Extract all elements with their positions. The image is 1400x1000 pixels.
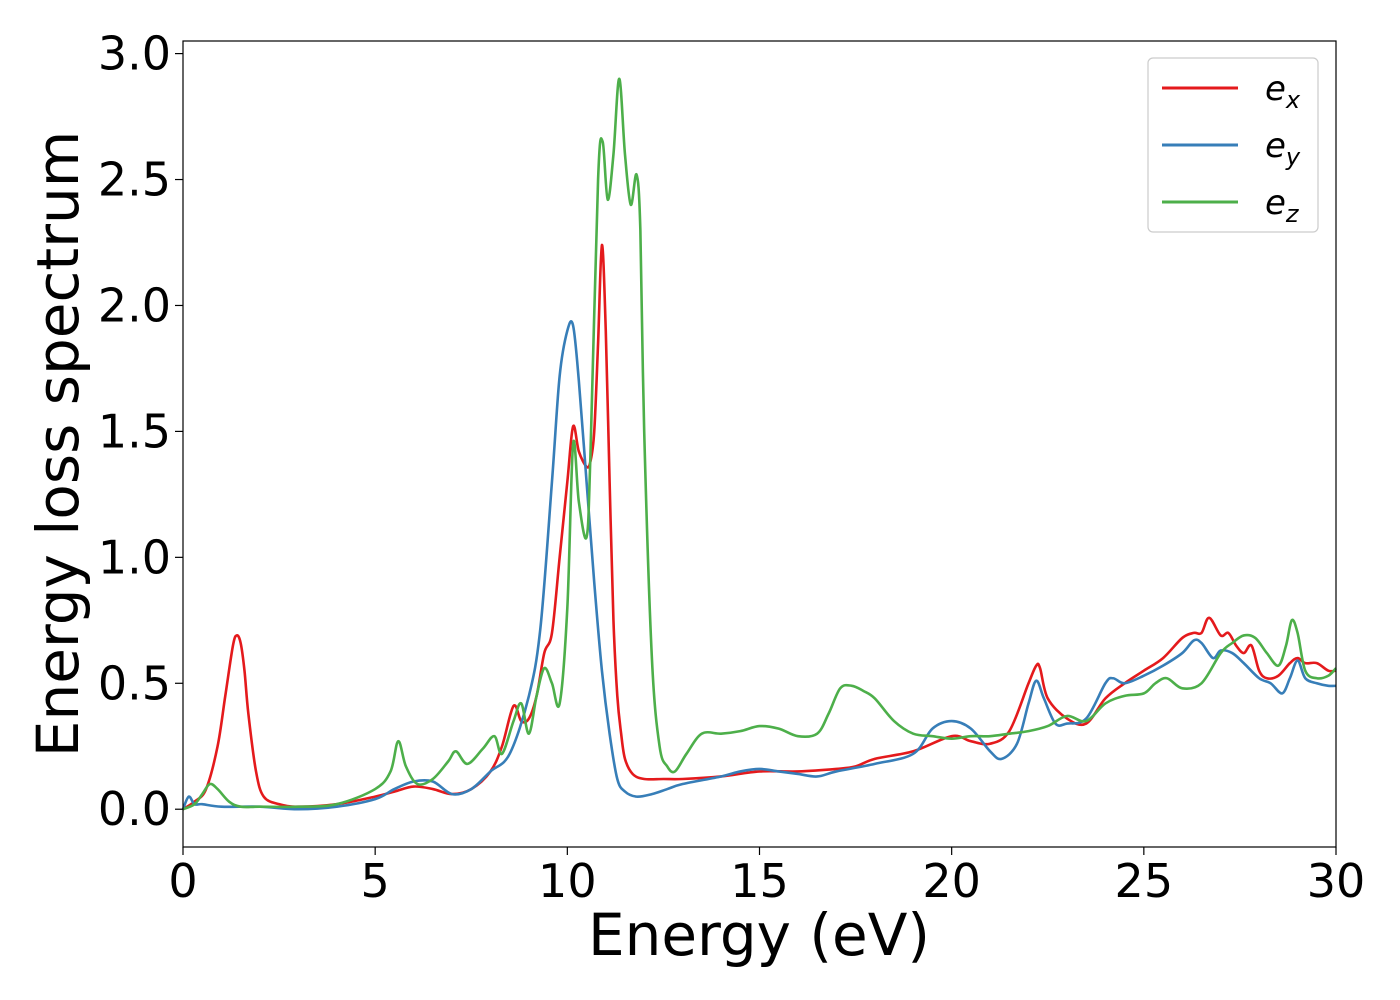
x-tick-label: 15	[730, 854, 789, 908]
y-tick-label: 2.5	[98, 153, 171, 207]
y-tick-label: 1.5	[98, 404, 171, 458]
series-line-x	[182, 243, 1337, 811]
series-line-y	[181, 320, 1337, 811]
x-tick-label: 5	[361, 854, 390, 908]
x-tick-label: 30	[1307, 854, 1366, 908]
series-layer	[181, 77, 1337, 811]
plot-area	[183, 41, 1336, 847]
x-tick-label: 10	[538, 854, 597, 908]
y-tick-label: 0.5	[98, 656, 171, 710]
x-tick-label: 0	[168, 854, 197, 908]
x-axis-ticks: 0 5 10 15 20 25 30	[168, 847, 1365, 908]
x-axis-label: Energy (eV)	[588, 901, 930, 969]
y-tick-label: 1.0	[98, 530, 171, 584]
series-line-z	[182, 77, 1337, 811]
y-tick-label: 3.0	[98, 27, 171, 81]
y-axis-label: Energy loss spectrum	[24, 131, 92, 757]
y-axis-ticks: 0.0 0.5 1.0 1.5 2.0 2.5 3.0	[98, 27, 183, 836]
x-tick-label: 25	[1115, 854, 1174, 908]
y-tick-label: 0.0	[98, 782, 171, 836]
x-tick-label: 20	[922, 854, 981, 908]
y-tick-label: 2.0	[98, 278, 171, 332]
